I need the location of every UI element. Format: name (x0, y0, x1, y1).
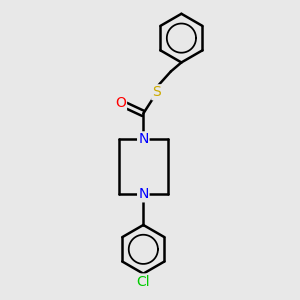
Text: N: N (138, 188, 148, 201)
Text: N: N (138, 132, 148, 146)
Text: Cl: Cl (136, 274, 150, 289)
Text: S: S (152, 85, 161, 99)
Text: O: O (115, 96, 126, 110)
